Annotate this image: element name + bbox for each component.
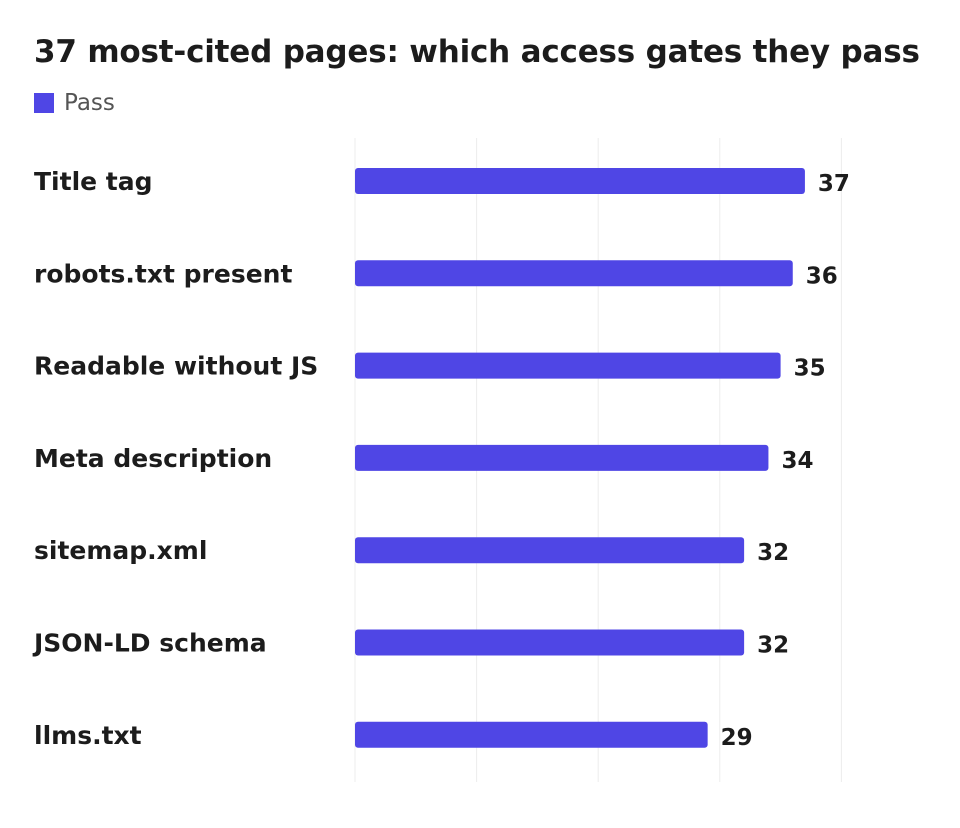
category-label: Meta description: [34, 444, 272, 473]
value-label: 37: [818, 171, 850, 197]
legend: Pass: [34, 90, 115, 116]
category-label: Title tag: [34, 167, 153, 196]
bar: [355, 260, 793, 287]
bar: [355, 352, 781, 379]
value-label: 32: [757, 540, 789, 566]
value-label: 34: [781, 448, 813, 474]
bar: [355, 629, 745, 656]
bar: [355, 168, 805, 194]
value-label: 32: [757, 633, 789, 659]
bar: [355, 537, 745, 564]
category-label: JSON-LD schema: [32, 629, 267, 658]
value-label: 35: [794, 356, 826, 382]
category-label: sitemap.xml: [34, 536, 207, 565]
bar: [355, 721, 708, 748]
legend-swatch: [34, 93, 54, 113]
bars: [355, 168, 805, 748]
category-label: robots.txt present: [34, 259, 292, 288]
bar: [355, 444, 769, 471]
value-labels: 37 36 35 34 32 32 29: [721, 171, 850, 751]
category-label: Readable without JS: [34, 352, 318, 381]
value-label: 29: [721, 725, 753, 751]
value-label: 36: [806, 263, 838, 289]
category-labels: Title tag robots.txt present Readable with…: [32, 167, 318, 750]
chart-title: 37 most-cited pages: which access gates …: [34, 34, 920, 70]
category-label: llms.txt: [34, 721, 142, 750]
legend-label: Pass: [64, 90, 115, 116]
